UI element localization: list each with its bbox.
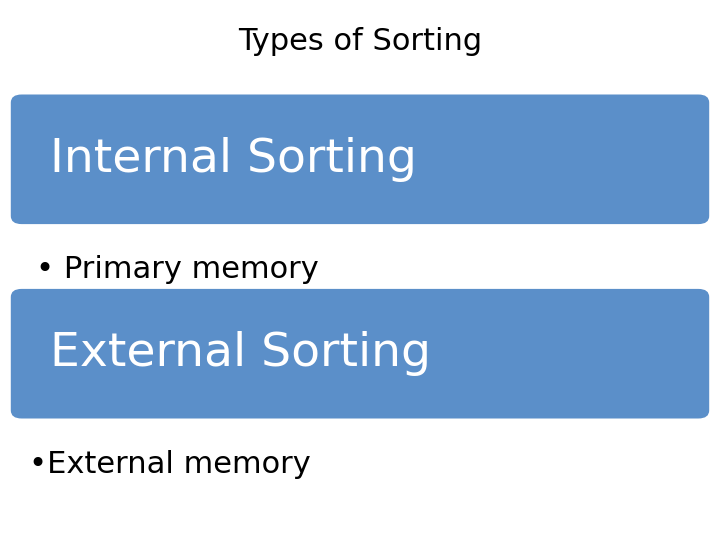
FancyBboxPatch shape: [11, 94, 709, 224]
Text: Internal Sorting: Internal Sorting: [50, 137, 418, 182]
FancyBboxPatch shape: [11, 289, 709, 418]
Text: • Primary memory: • Primary memory: [36, 255, 319, 285]
Text: •External memory: •External memory: [29, 450, 310, 479]
Text: External Sorting: External Sorting: [50, 331, 431, 376]
Text: Types of Sorting: Types of Sorting: [238, 27, 482, 56]
